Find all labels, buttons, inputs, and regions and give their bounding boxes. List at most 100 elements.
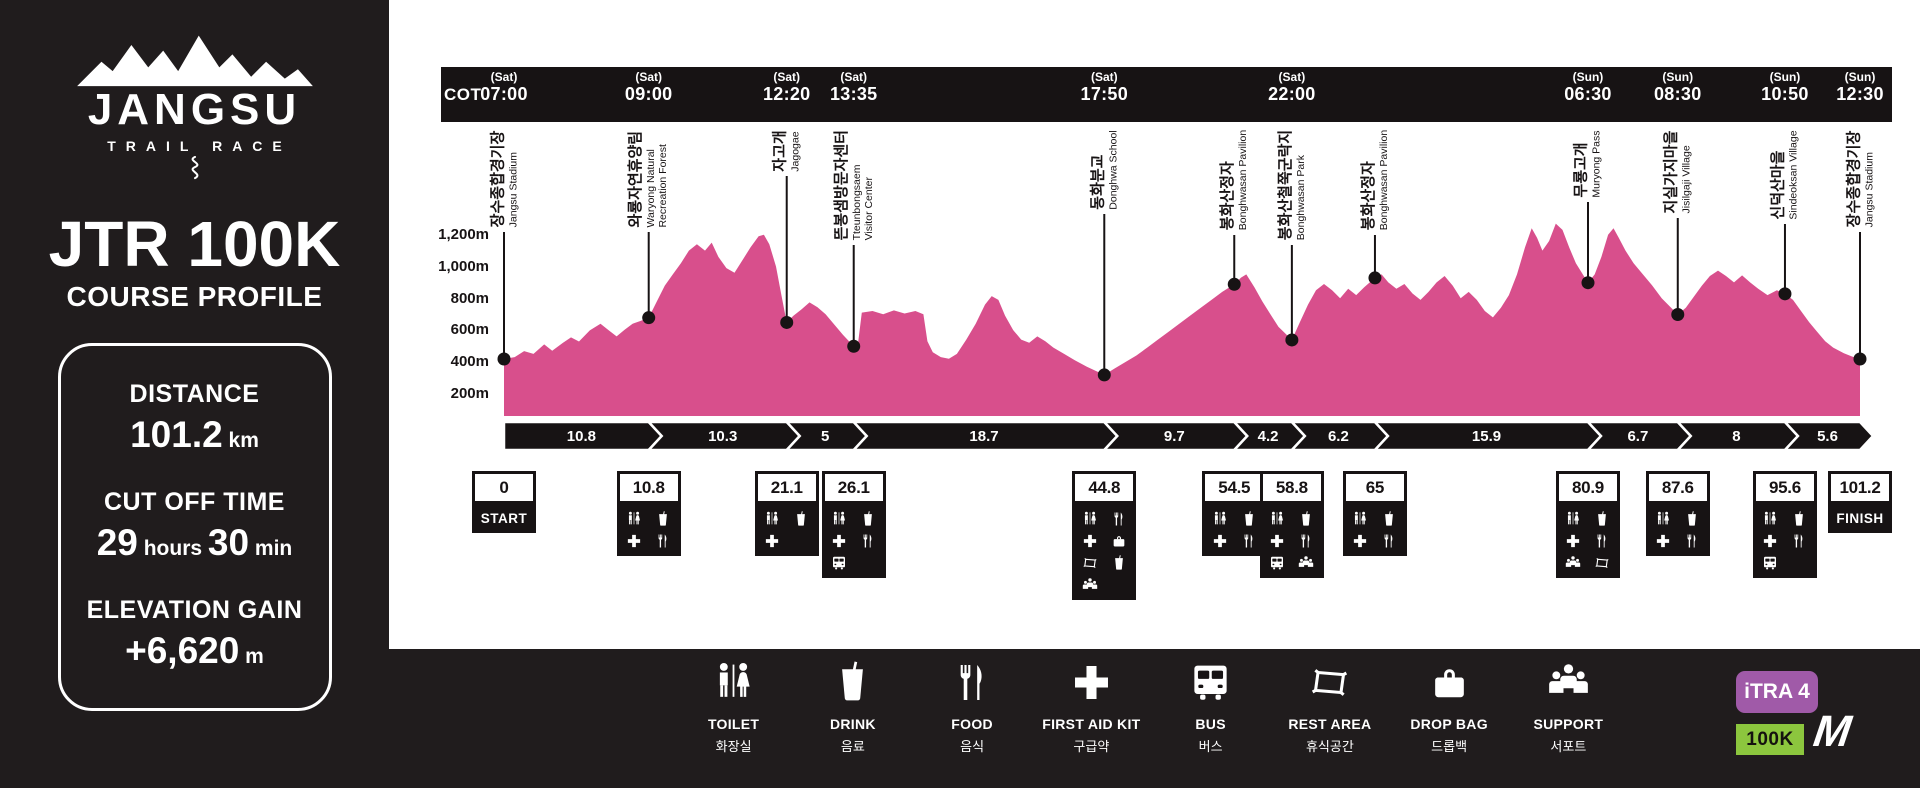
itra-badge: iTRA 4 — [1736, 671, 1818, 713]
checkpoint-name-ko: 장수종합경기장 — [488, 130, 506, 227]
food-icon — [1791, 533, 1807, 549]
checkpoint-services — [754, 504, 819, 556]
cot-day: (Sun) — [1662, 70, 1694, 84]
checkpoint-label: 뜬봉샘방문자센터 Tteunbongsaem Visitor Center — [833, 130, 875, 240]
drink-icon — [1111, 555, 1127, 571]
first-aid-icon — [764, 533, 780, 549]
food-icon — [1381, 533, 1397, 549]
checkpoint-box: 26.1 — [821, 471, 886, 578]
checkpoint-name-en: Waryong Natural — [644, 148, 657, 228]
checkpoint-dot — [780, 315, 794, 329]
food-icon — [1594, 533, 1610, 549]
cot-day: (Sat) — [1278, 70, 1306, 84]
bus-icon — [1762, 555, 1778, 571]
cot-day: (Sun) — [1844, 70, 1876, 84]
drink-icon — [1791, 511, 1807, 527]
first-aid-icon — [1762, 533, 1778, 549]
checkpoint-dot — [497, 352, 511, 366]
checkpoint-tag: START — [472, 504, 536, 533]
legend-label-en: DROP BAG — [1410, 716, 1488, 732]
stat-distance: DISTANCE 101.2 km — [61, 380, 329, 456]
cot-day: (Sat) — [773, 70, 801, 84]
legend-item-toilet: TOILET 화장실 — [674, 661, 793, 755]
bus-icon — [831, 555, 847, 571]
toilet-icon — [1762, 511, 1778, 527]
cot-bar: COT — [441, 67, 1892, 122]
checkpoint-dot — [1581, 276, 1595, 290]
checkpoint-dot — [1853, 352, 1867, 366]
elevation-area — [504, 223, 1860, 416]
cot-time: 06:30 — [1564, 84, 1612, 105]
checkpoint-box: 54.5 — [1202, 471, 1267, 556]
food-icon — [1298, 533, 1314, 549]
checkpoint-dot — [1285, 333, 1299, 347]
legend-label-en: FOOD — [951, 716, 993, 732]
checkpoint-box: 0 START — [472, 471, 536, 533]
checkpoint-name-en: Sindeoksan Village — [1787, 129, 1800, 220]
checkpoint-distance: 58.8 — [1259, 471, 1324, 504]
toilet-icon — [1269, 511, 1285, 527]
checkpoint-services — [1202, 504, 1267, 556]
checkpoint-distance: 44.8 — [1072, 471, 1137, 504]
checkpoint-box: 10.8 — [616, 471, 681, 556]
drink-icon — [793, 511, 809, 527]
y-axis-tick: 600m — [450, 321, 489, 339]
checkpoint-box: 95.6 — [1752, 471, 1817, 578]
stats-box: DISTANCE 101.2 km CUT OFF TIME 29 hours … — [57, 343, 332, 711]
first-aid-icon — [1565, 533, 1581, 549]
checkpoint-name-ko: 봉화산철쭉군락지 — [1277, 129, 1295, 241]
cot-label: COT — [444, 84, 482, 104]
cot-time-entry: (Sun) 10:50 — [1761, 70, 1809, 105]
checkpoint-name-ko: 지실가지마을 — [1662, 130, 1680, 213]
m-logo: M — [1810, 707, 1855, 756]
drink-icon — [655, 511, 671, 527]
checkpoint-services — [1555, 504, 1620, 578]
cot-time-entry: (Sun) 12:30 — [1836, 70, 1884, 105]
checkpoint-distance: 10.8 — [616, 471, 681, 504]
cot-day: (Sat) — [635, 70, 663, 84]
cot-day: (Sat) — [840, 70, 868, 84]
checkpoint-label: 동화분교 Donghwa School — [1089, 130, 1119, 209]
checkpoint-name-ko: 무룡고개 — [1573, 141, 1591, 198]
cot-time-entry: (Sun) 08:30 — [1654, 70, 1702, 105]
checkpoint-name-en: Jangsu Stadium — [1862, 151, 1875, 227]
first-aid-icon — [626, 533, 642, 549]
cot-time-entry: (Sat) 07:00 — [480, 70, 528, 105]
legend-label-ko: 서포트 — [1550, 739, 1587, 754]
cot-time: 10:50 — [1761, 84, 1809, 105]
checkpoint-services — [1645, 504, 1710, 556]
segment-distance-label: 4.2 — [1258, 428, 1279, 445]
stat-value: +6,620 m — [125, 630, 264, 671]
checkpoint-name-en: Jangsu Stadium — [506, 151, 519, 227]
checkpoint-services — [821, 504, 886, 578]
food-icon — [1111, 511, 1127, 527]
segment-distance-label: 15.9 — [1472, 428, 1501, 445]
checkpoint-label: 장수종합경기장 Jangsu Stadium — [1845, 130, 1875, 227]
segment-distance-label: 5.6 — [1817, 428, 1838, 445]
checkpoint-distance: 21.1 — [754, 471, 819, 504]
checkpoint-name-ko: 신덕산마을 — [1769, 150, 1787, 220]
checkpoint-label: 봉화산철쭉군락지 Bonghwasan Park — [1277, 130, 1307, 240]
food-icon — [860, 533, 876, 549]
segment-distance-label: 6.2 — [1328, 428, 1349, 445]
checkpoint-name-ko: 봉화산정자 — [1360, 161, 1378, 231]
stat-label: DISTANCE — [129, 380, 260, 408]
checkpoint-box: 44.8 — [1072, 471, 1137, 600]
event-subtitle: COURSE PROFILE — [66, 281, 323, 312]
legend-label-ko: 드롭백 — [1431, 739, 1468, 754]
checkpoint-box: 21.1 — [754, 471, 819, 556]
support-icon — [1509, 661, 1628, 709]
first-aid-icon — [1082, 533, 1098, 549]
checkpoint-name-ko: 뜬봉샘방문자센터 — [832, 130, 850, 241]
checkpoint-services — [1072, 504, 1137, 600]
y-axis-tick: 1,000m — [438, 257, 489, 275]
checkpoint-label: 장수종합경기장 Jangsu Stadium — [489, 130, 519, 227]
checkpoint-label: 신덕산마을 Sindeoksan Village — [1770, 130, 1800, 219]
checkpoint-label: 봉화산정자 Bonghwasan Pavilion — [1219, 130, 1249, 230]
first-aid-icon — [1655, 533, 1671, 549]
segment-distance-label: 8 — [1732, 428, 1740, 445]
checkpoint-name-ko: 동화분교 — [1089, 154, 1107, 210]
segment-distance-label: 6.7 — [1627, 428, 1648, 445]
cot-time: 13:35 — [829, 84, 878, 105]
